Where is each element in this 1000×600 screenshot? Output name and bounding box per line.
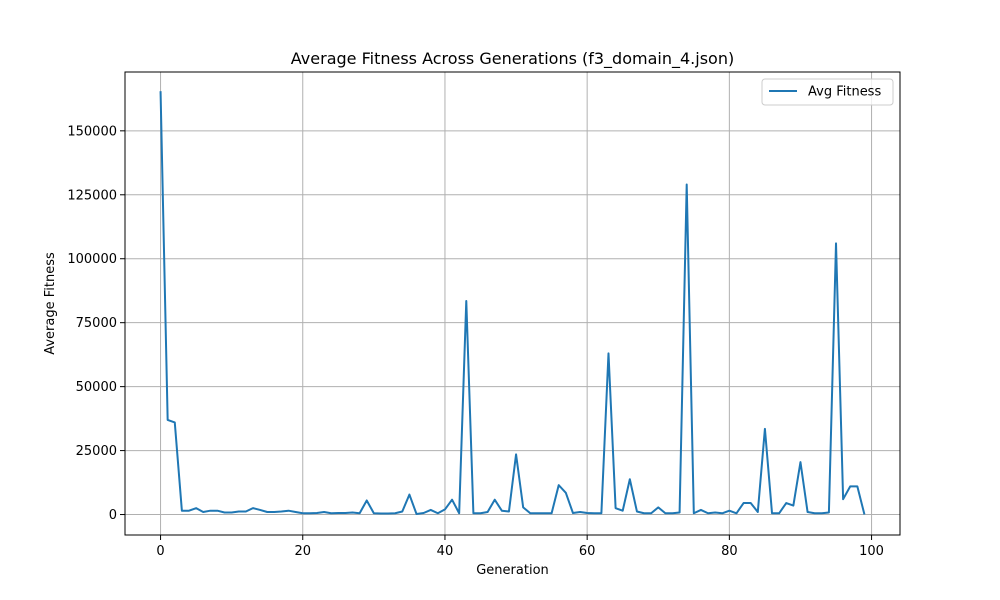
legend-box bbox=[761, 78, 894, 106]
x-tick-label: 40 bbox=[437, 544, 454, 559]
y-tick-label: 75000 bbox=[76, 316, 117, 331]
legend-label: Avg Fitness bbox=[808, 85, 881, 100]
x-tick-label: 100 bbox=[859, 544, 884, 559]
grid-lines bbox=[125, 72, 900, 535]
x-axis-label: Generation bbox=[476, 563, 549, 578]
x-tick-label: 60 bbox=[579, 544, 596, 559]
chart-title: Average Fitness Across Generations (f3_d… bbox=[291, 49, 734, 69]
y-tick-label: 0 bbox=[109, 508, 117, 523]
y-tick-label: 100000 bbox=[67, 252, 117, 267]
series-line-avg-fitness bbox=[159, 91, 866, 516]
y-axis-ticks: 0 25000 50000 75000 100000 125000 150000 bbox=[67, 124, 125, 523]
legend: Avg Fitness bbox=[761, 78, 894, 106]
plot-frame bbox=[124, 71, 901, 536]
x-tick-label: 0 bbox=[156, 544, 164, 559]
y-tick-label: 150000 bbox=[67, 124, 117, 139]
plot-series bbox=[159, 91, 866, 516]
y-axis-label: Average Fitness bbox=[43, 252, 58, 355]
y-tick-label: 25000 bbox=[76, 444, 117, 459]
x-axis-ticks: 0 20 40 60 80 100 bbox=[156, 535, 884, 559]
y-tick-label: 125000 bbox=[67, 188, 117, 203]
y-tick-label: 50000 bbox=[76, 380, 117, 395]
x-tick-label: 20 bbox=[294, 544, 311, 559]
x-tick-label: 80 bbox=[721, 544, 738, 559]
